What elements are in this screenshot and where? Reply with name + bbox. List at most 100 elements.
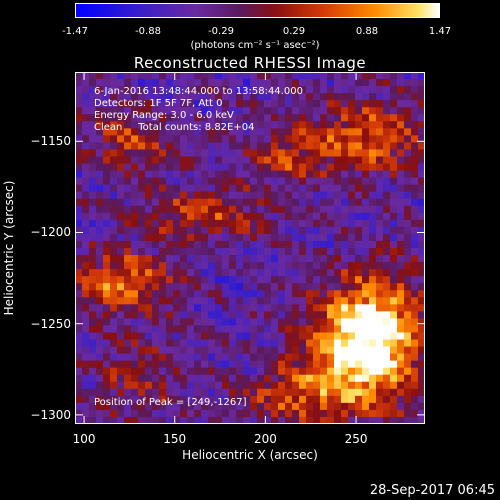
heatmap-cell	[138, 135, 146, 143]
heatmap-cell	[187, 86, 195, 94]
heatmap-cell	[411, 416, 419, 424]
heatmap-cell	[89, 128, 97, 136]
heatmap-cell	[180, 121, 188, 129]
heatmap-cell	[348, 177, 356, 186]
heatmap-cell	[236, 248, 244, 256]
heatmap-cell	[320, 346, 328, 355]
heatmap-cell	[383, 72, 391, 80]
heatmap-cell	[152, 248, 160, 256]
heatmap-cell	[376, 121, 384, 129]
heatmap-cell	[264, 346, 272, 355]
heatmap-cell	[75, 283, 83, 291]
heatmap-cell	[159, 156, 167, 165]
heatmap-cell	[236, 276, 244, 284]
heatmap-cell	[152, 233, 160, 242]
heatmap-cell	[383, 297, 391, 305]
heatmap-cell	[264, 212, 272, 221]
heatmap-cell	[250, 100, 258, 108]
heatmap-cell	[243, 107, 251, 115]
heatmap-cell	[89, 283, 97, 291]
heatmap-cell	[89, 226, 97, 235]
heatmap-cell	[152, 304, 160, 312]
heatmap-cell	[348, 184, 356, 193]
heatmap-cell	[145, 86, 153, 94]
heatmap-cell	[236, 367, 244, 376]
heatmap-cell	[89, 121, 97, 129]
heatmap-cell	[292, 395, 300, 404]
heatmap-cell	[110, 325, 118, 334]
heatmap-cell	[117, 121, 125, 129]
heatmap-cell	[320, 248, 328, 256]
heatmap-cell	[257, 191, 265, 200]
heatmap-cell	[117, 79, 125, 87]
heatmap-cell	[257, 177, 265, 186]
heatmap-cell	[362, 72, 370, 80]
heatmap-cell	[278, 395, 286, 404]
heatmap-cell	[320, 325, 328, 334]
heatmap-cell	[124, 142, 132, 151]
heatmap-cell	[271, 198, 279, 207]
heatmap-cell	[96, 86, 104, 94]
heatmap-cell	[166, 283, 174, 291]
heatmap-cell	[355, 332, 363, 341]
heatmap-cell	[362, 149, 370, 158]
heatmap-cell	[306, 184, 314, 193]
heatmap-cell	[117, 72, 125, 80]
heatmap-cell	[180, 311, 188, 319]
heatmap-cell	[327, 142, 335, 151]
heatmap-cell	[411, 121, 419, 129]
heatmap-cell	[313, 297, 321, 305]
heatmap-cell	[180, 374, 188, 383]
heatmap-cell	[166, 346, 174, 355]
heatmap-cell	[201, 360, 209, 369]
heatmap-cell	[334, 402, 342, 411]
heatmap-cell	[383, 290, 391, 298]
heatmap-cell	[82, 163, 90, 172]
heatmap-cell	[404, 269, 412, 277]
heatmap-cell	[243, 79, 251, 87]
heatmap-cell	[418, 72, 425, 80]
heatmap-cell	[208, 381, 216, 390]
heatmap-cell	[397, 311, 405, 319]
heatmap-cell	[208, 346, 216, 355]
heatmap-cell	[173, 170, 181, 179]
heatmap-cell	[117, 416, 125, 424]
heatmap-cell	[145, 311, 153, 319]
heatmap-cell	[404, 332, 412, 341]
heatmap-cell	[320, 353, 328, 362]
heatmap-cell	[299, 262, 307, 270]
info-clean-counts: Clean Total counts: 8.82E+04	[94, 122, 255, 133]
heatmap-cell	[418, 416, 425, 424]
heatmap-cell	[418, 248, 425, 256]
heatmap-cell	[376, 346, 384, 355]
heatmap-cell	[159, 121, 167, 129]
heatmap-cell	[117, 135, 125, 143]
heatmap-cell	[334, 325, 342, 334]
heatmap-cell	[229, 395, 237, 404]
heatmap-cell	[138, 114, 146, 122]
heatmap-cell	[250, 219, 258, 228]
heatmap-cell	[215, 409, 223, 418]
heatmap-cell	[278, 135, 286, 143]
heatmap-cell	[390, 402, 398, 411]
heatmap-cell	[124, 121, 132, 129]
heatmap-cell	[75, 269, 83, 277]
heatmap-cell	[131, 149, 139, 158]
heatmap-cell	[236, 226, 244, 235]
heatmap-cell	[187, 205, 195, 214]
heatmap-cell	[306, 121, 314, 129]
heatmap-cell	[124, 149, 132, 158]
heatmap-cell	[348, 86, 356, 94]
heatmap-cell	[131, 388, 139, 397]
heatmap-cell	[173, 86, 181, 94]
heatmap-cell	[390, 212, 398, 221]
heatmap-cell	[187, 170, 195, 179]
heatmap-cell	[96, 219, 104, 228]
heatmap-cell	[348, 304, 356, 312]
heatmap-cell	[229, 240, 237, 249]
heatmap-cell	[173, 184, 181, 193]
heatmap-cell	[250, 374, 258, 383]
heatmap-cell	[250, 198, 258, 207]
colorbar-tick: 1.47	[428, 26, 452, 37]
heatmap-cell	[397, 304, 405, 312]
